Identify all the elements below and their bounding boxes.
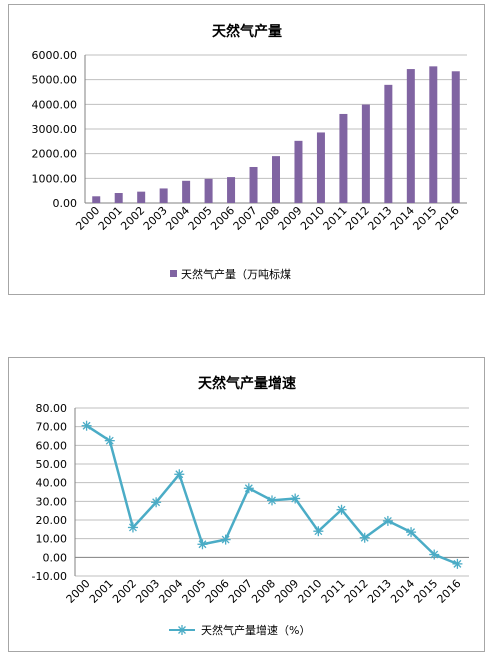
production-bar-2011 (339, 113, 348, 203)
growth-x-tick-label: 2008 (249, 577, 278, 606)
growth-line-chart: 天然气产量增速 -10.00 0.00 10.00 20.00 30.00 40.00 50… (32, 375, 469, 637)
growth-y-tick-label: 60.00 (36, 439, 68, 452)
production-bar-2001 (114, 193, 123, 203)
growth-point-2001 (104, 435, 115, 446)
production-x-tick-label: 2003 (141, 204, 170, 233)
production-bar-2000 (92, 196, 101, 203)
growth-y-tick-label: 40.00 (36, 477, 68, 490)
production-x-tick-label: 2001 (96, 204, 125, 233)
production-bar-2006 (227, 177, 236, 203)
production-x-tick-label: 2010 (298, 204, 327, 233)
growth-legend-marker-glyph (177, 625, 187, 635)
production-y-tick-label: 3000.00 (32, 123, 78, 136)
growth-x-tick-label: 2009 (272, 577, 301, 606)
growth-point-2015 (429, 549, 440, 560)
growth-point-2008 (267, 495, 277, 506)
production-x-tick-label: 2000 (73, 204, 102, 233)
growth-x-tick-label: 2007 (226, 577, 255, 606)
production-bar-2002 (137, 191, 146, 203)
production-x-tick-label: 2006 (208, 204, 237, 233)
growth-legend-marker (177, 625, 187, 635)
production-x-tick-label: 2007 (231, 204, 260, 233)
growth-point-2007 (243, 483, 254, 494)
production-bar-2016 (451, 71, 460, 203)
production-x-tick-label: 2011 (321, 204, 350, 233)
production-bar-2014 (406, 69, 415, 203)
production-x-tick-label: 2014 (388, 204, 417, 233)
growth-y-tick-label: 50.00 (36, 458, 68, 471)
production-bar-2009 (294, 140, 303, 203)
growth-x-tick-label: 2001 (87, 577, 116, 606)
production-x-tick-label: 2013 (365, 204, 394, 233)
production-y-tick-label: 4000.00 (32, 98, 78, 111)
growth-x-tick-label: 2002 (110, 577, 139, 606)
growth-x-tick-label: 2014 (388, 577, 417, 606)
production-bar-2012 (361, 104, 370, 203)
production-bar-2013 (384, 84, 393, 203)
growth-point-2014 (406, 527, 417, 538)
growth-point-2016 (452, 558, 463, 569)
production-bar-2004 (182, 180, 191, 203)
production-bar-2003 (159, 188, 168, 203)
production-y-tick-label: 6000.00 (32, 49, 78, 62)
production-bar-2008 (272, 156, 280, 203)
production-y-tick-label: 2000.00 (32, 148, 78, 161)
growth-chart-panel: 天然气产量增速 -10.00 0.00 10.00 20.00 30.00 40.00 50… (8, 357, 485, 652)
growth-point-2003 (151, 497, 162, 508)
production-legend-swatch (170, 270, 177, 277)
production-x-tick-label: 2016 (433, 204, 462, 233)
growth-x-tick-label: 2004 (156, 577, 185, 606)
growth-point-2011 (336, 504, 347, 515)
production-x-tick-label: 2015 (410, 204, 439, 233)
growth-x-tick-label: 2006 (203, 577, 232, 606)
growth-point-2012 (359, 532, 370, 543)
production-legend-label: 天然气产量（万吨标煤 (181, 267, 291, 281)
production-y-tick-label: 0.00 (53, 197, 78, 210)
growth-y-tick-label: 10.00 (36, 533, 68, 546)
growth-point-2004 (174, 469, 185, 480)
growth-point-2002 (127, 522, 138, 533)
growth-y-tick-label: -10.00 (32, 570, 67, 583)
growth-point-2010 (313, 526, 324, 537)
growth-x-tick-label: 2012 (342, 577, 371, 606)
growth-series-line (85, 424, 458, 566)
growth-y-tick-label: 0.00 (43, 551, 68, 564)
growth-chart-title: 天然气产量增速 (198, 375, 296, 392)
growth-y-tick-label: 20.00 (36, 514, 68, 527)
production-x-tick-label: 2002 (118, 204, 147, 233)
production-x-tick-label: 2004 (163, 204, 192, 233)
production-bar-2010 (316, 132, 325, 203)
growth-legend-label: 天然气产量增速（%） (201, 623, 310, 637)
production-bar-2005 (204, 178, 213, 203)
growth-x-tick-label: 2010 (295, 577, 324, 606)
production-chart-panel: 天然气产量 0.00 1000.00 2000.00 3000.00 4000.00 50… (8, 4, 485, 295)
growth-x-tick-label: 2013 (365, 577, 394, 606)
production-bar-2015 (429, 66, 438, 203)
growth-y-tick-label: 80.00 (36, 402, 68, 415)
growth-point-2005 (197, 539, 208, 550)
growth-point-2009 (290, 493, 301, 504)
growth-x-tick-label: 2016 (435, 577, 464, 606)
production-x-tick-label: 2009 (276, 204, 305, 233)
production-x-tick-label: 2005 (186, 204, 215, 233)
growth-point-2006 (220, 534, 231, 545)
growth-x-tick-label: 2003 (133, 577, 162, 606)
production-y-tick-label: 5000.00 (32, 74, 78, 87)
growth-point-2000 (81, 420, 92, 431)
production-bar-2007 (249, 166, 258, 203)
growth-x-tick-label: 2000 (64, 577, 93, 606)
growth-x-tick-label: 2011 (319, 577, 348, 606)
production-y-tick-label: 1000.00 (32, 172, 78, 185)
growth-y-tick-label: 70.00 (36, 421, 68, 434)
production-bar-chart: 天然气产量 0.00 1000.00 2000.00 3000.00 4000.00 50… (32, 23, 467, 281)
production-x-tick-label: 2012 (343, 204, 372, 233)
production-chart-title: 天然气产量 (212, 23, 282, 40)
growth-x-tick-label: 2015 (411, 577, 440, 606)
growth-x-tick-label: 2005 (180, 577, 209, 606)
growth-y-tick-label: 30.00 (36, 495, 68, 508)
growth-point-2013 (382, 515, 393, 526)
production-x-tick-label: 2008 (253, 204, 282, 233)
